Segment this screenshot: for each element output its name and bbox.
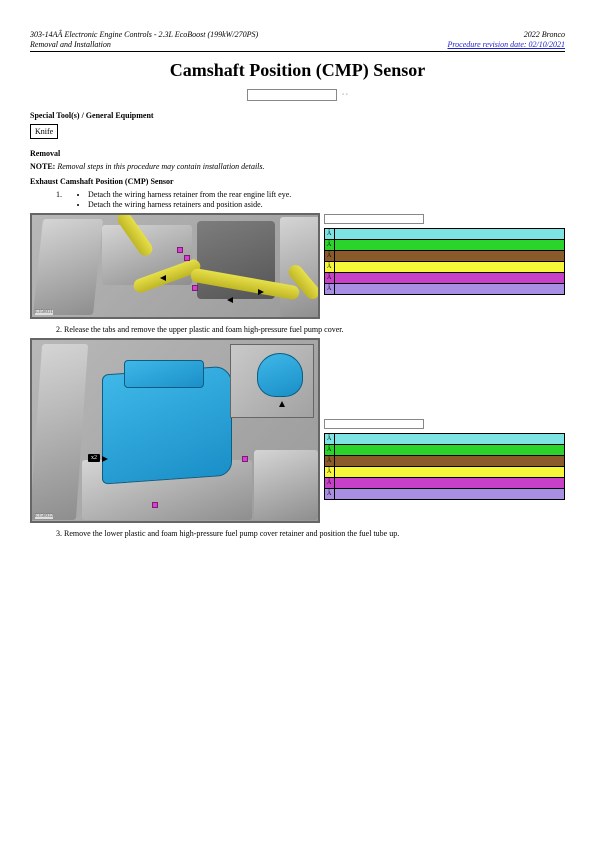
figure-2-row: x2 E358032 ÂÂÂÂÂÂ [30, 338, 565, 523]
step-1-sub-1: Detach the wiring harness retainer from … [88, 190, 565, 199]
search-ellipsis: ◦ ◦ [342, 92, 348, 98]
color-row-cell [335, 434, 565, 445]
color-row-label: Â [325, 284, 335, 295]
figure-2-color-table: ÂÂÂÂÂÂ [324, 433, 565, 500]
figure-2-x2-badge: x2 [88, 454, 100, 462]
header-divider [30, 51, 565, 52]
color-row-label: Â [325, 456, 335, 467]
header-right: 2022 Bronco Procedure revision date: 02/… [447, 30, 565, 49]
step-1-sub-2: Detach the wiring harness retainers and … [88, 200, 565, 209]
color-row-label: Â [325, 445, 335, 456]
color-row-label: Â [325, 262, 335, 273]
note-text: Removal steps in this procedure may cont… [57, 162, 264, 171]
header-left-line2: Removal and Installation [30, 40, 258, 50]
search-input[interactable] [247, 89, 337, 101]
color-row-cell [335, 489, 565, 500]
color-row-cell [335, 240, 565, 251]
tool-item: Knife [30, 124, 58, 139]
color-row-label: Â [325, 467, 335, 478]
figure-1: E358031 [30, 213, 320, 319]
header-left: 303-14AÂ Electronic Engine Controls - 2.… [30, 30, 258, 49]
step-3: Remove the lower plastic and foam high-p… [64, 529, 565, 538]
color-row-label: Â [325, 273, 335, 284]
figure-1-color-table: ÂÂÂÂÂÂ [324, 228, 565, 295]
steps-list-3: Remove the lower plastic and foam high-p… [64, 529, 565, 538]
exhaust-cmp-heading: Exhaust Camshaft Position (CMP) Sensor [30, 177, 565, 186]
color-row-cell [335, 456, 565, 467]
revision-date-link[interactable]: Procedure revision date: 02/10/2021 [447, 40, 565, 49]
header-left-line1: 303-14AÂ Electronic Engine Controls - 2.… [30, 30, 258, 40]
figure-2-side: ÂÂÂÂÂÂ [324, 338, 565, 500]
figure-1-input[interactable] [324, 214, 424, 224]
steps-list: Detach the wiring harness retainer from … [64, 190, 565, 209]
color-row-cell [335, 467, 565, 478]
search-row: ◦ ◦ [30, 89, 565, 101]
figure-2-code: E358032 [35, 514, 53, 519]
note-line: NOTE: Removal steps in this procedure ma… [30, 162, 565, 171]
color-row-cell [335, 478, 565, 489]
color-row-cell [335, 284, 565, 295]
color-row-label: Â [325, 434, 335, 445]
color-row-cell [335, 445, 565, 456]
color-row-label: Â [325, 251, 335, 262]
steps-list-2: Release the tabs and remove the upper pl… [64, 325, 565, 334]
step-2: Release the tabs and remove the upper pl… [64, 325, 565, 334]
color-row-cell [335, 262, 565, 273]
color-row-label: Â [325, 478, 335, 489]
note-label: NOTE: [30, 162, 55, 171]
step-1-sublist: Detach the wiring harness retainer from … [88, 190, 565, 209]
doc-header: 303-14AÂ Electronic Engine Controls - 2.… [30, 30, 565, 49]
step-1: Detach the wiring harness retainer from … [64, 190, 565, 209]
page-title: Camshaft Position (CMP) Sensor [30, 60, 565, 81]
color-row-cell [335, 251, 565, 262]
removal-heading: Removal [30, 149, 565, 158]
figure-2: x2 E358032 [30, 338, 320, 523]
color-row-label: Â [325, 489, 335, 500]
figure-1-code: E358031 [35, 310, 53, 315]
color-row-label: Â [325, 229, 335, 240]
header-right-line1: 2022 Bronco [447, 30, 565, 40]
figure-1-side: ÂÂÂÂÂÂ [324, 213, 565, 295]
figure-2-input[interactable] [324, 419, 424, 429]
tools-heading: Special Tool(s) / General Equipment [30, 111, 565, 120]
figure-1-row: E358031 ÂÂÂÂÂÂ [30, 213, 565, 319]
color-row-cell [335, 229, 565, 240]
color-row-label: Â [325, 240, 335, 251]
color-row-cell [335, 273, 565, 284]
